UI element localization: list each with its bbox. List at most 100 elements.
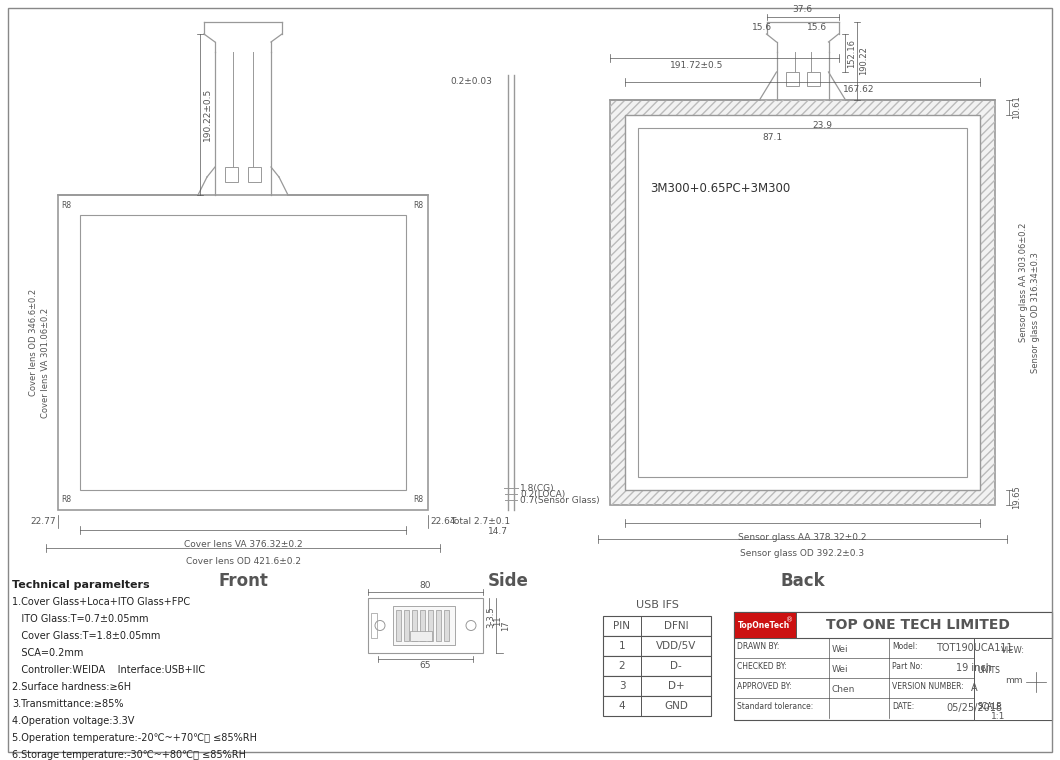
- Text: TOT190UCA111: TOT190UCA111: [936, 643, 1012, 653]
- Text: Cover lens OD 346.6±0.2: Cover lens OD 346.6±0.2: [30, 289, 38, 396]
- Bar: [80, 215, 406, 490]
- Text: ®: ®: [787, 617, 793, 623]
- Text: Sensor glass AA 378.32±0.2: Sensor glass AA 378.32±0.2: [738, 533, 867, 542]
- Bar: [610, 100, 995, 505]
- Bar: [444, 610, 449, 641]
- Text: DRAWN BY:: DRAWN BY:: [737, 642, 779, 651]
- Text: A: A: [971, 683, 977, 693]
- Text: VERSION NUMBER:: VERSION NUMBER:: [893, 682, 964, 691]
- Text: 0.7(Sensor Glass): 0.7(Sensor Glass): [520, 496, 600, 505]
- Text: 191.72±0.5: 191.72±0.5: [670, 62, 723, 71]
- Text: 80: 80: [420, 581, 431, 590]
- Bar: [642, 459, 656, 471]
- Text: Standard tolerance:: Standard tolerance:: [737, 702, 813, 711]
- Bar: [734, 612, 796, 638]
- Text: 190.22: 190.22: [860, 46, 868, 75]
- Bar: [603, 696, 711, 716]
- Bar: [603, 676, 711, 696]
- Text: 05/25/2018: 05/25/2018: [946, 703, 1002, 713]
- Text: Controller:WEIDA    Interface:USB+IIC: Controller:WEIDA Interface:USB+IIC: [12, 665, 206, 675]
- Text: R8: R8: [413, 201, 423, 210]
- Text: R8: R8: [61, 201, 71, 210]
- Text: APPROVED BY:: APPROVED BY:: [737, 682, 792, 691]
- Text: 4: 4: [619, 701, 625, 711]
- Text: 152.16: 152.16: [848, 39, 856, 68]
- Text: Cover lens OD 421.6±0.2: Cover lens OD 421.6±0.2: [186, 557, 300, 566]
- Bar: [396, 610, 401, 641]
- Bar: [428, 610, 432, 641]
- Text: 15.6: 15.6: [753, 24, 773, 33]
- Text: 5.Operation temperature:-20℃~+70℃， ≤85%RH: 5.Operation temperature:-20℃~+70℃， ≤85%R…: [12, 733, 257, 743]
- Text: R8: R8: [61, 496, 71, 505]
- Text: SCALE: SCALE: [977, 702, 1002, 711]
- Text: 1: 1: [619, 641, 625, 651]
- Text: 1.8(CG): 1.8(CG): [520, 483, 554, 492]
- Bar: [974, 638, 1052, 720]
- Text: Cover Glass:T=1.8±0.05mm: Cover Glass:T=1.8±0.05mm: [12, 631, 160, 641]
- Bar: [603, 656, 711, 676]
- Text: Sensor glass OD 316.34±0.3: Sensor glass OD 316.34±0.3: [1030, 252, 1040, 373]
- Text: Cover lens VA 301.06±0.2: Cover lens VA 301.06±0.2: [40, 308, 50, 417]
- Text: Wei: Wei: [832, 665, 849, 674]
- Bar: [404, 610, 409, 641]
- Text: Chen: Chen: [832, 685, 855, 694]
- Text: 22.64: 22.64: [430, 518, 456, 527]
- Text: Technical paramelters: Technical paramelters: [12, 580, 149, 590]
- Text: 10.61: 10.61: [1012, 96, 1021, 119]
- Bar: [638, 128, 967, 477]
- Bar: [785, 72, 798, 86]
- Bar: [410, 631, 432, 641]
- Text: VIEW:: VIEW:: [1001, 646, 1025, 655]
- Text: 17: 17: [501, 620, 510, 631]
- Bar: [603, 636, 711, 656]
- Bar: [58, 195, 428, 510]
- Bar: [412, 610, 417, 641]
- Text: Cover lens VA 376.32±0.2: Cover lens VA 376.32±0.2: [183, 540, 302, 549]
- Text: 0.2(LOCA): 0.2(LOCA): [520, 489, 565, 499]
- Text: Back: Back: [780, 572, 825, 590]
- Text: 2: 2: [619, 661, 625, 671]
- Text: VDD/5V: VDD/5V: [656, 641, 696, 651]
- Bar: [436, 610, 441, 641]
- Text: 19 inch: 19 inch: [956, 663, 992, 673]
- Bar: [393, 606, 455, 645]
- Text: D-: D-: [670, 661, 682, 671]
- Text: 15.6: 15.6: [807, 24, 827, 33]
- Text: 19.65: 19.65: [1012, 486, 1021, 509]
- Text: 167.62: 167.62: [843, 86, 874, 94]
- Bar: [734, 612, 1052, 720]
- Text: SCA=0.2mm: SCA=0.2mm: [12, 648, 84, 658]
- Text: 3M300+0.65PC+3M300: 3M300+0.65PC+3M300: [650, 182, 791, 195]
- Text: 14.7: 14.7: [488, 527, 508, 537]
- Bar: [248, 167, 261, 182]
- Text: 190.22±0.5: 190.22±0.5: [204, 88, 212, 141]
- Text: USB IFS: USB IFS: [636, 600, 678, 610]
- Bar: [807, 72, 819, 86]
- Text: ITO Glass:T=0.7±0.05mm: ITO Glass:T=0.7±0.05mm: [12, 614, 148, 624]
- Text: Side: Side: [488, 572, 529, 590]
- Text: mm: mm: [1005, 676, 1023, 685]
- Bar: [734, 612, 1052, 638]
- Text: DATE:: DATE:: [893, 702, 914, 711]
- Text: 6.Storage temperature:-30℃~+80℃， ≤85%RH: 6.Storage temperature:-30℃~+80℃， ≤85%RH: [12, 750, 246, 760]
- Text: Sensor glass OD 392.2±0.3: Sensor glass OD 392.2±0.3: [741, 549, 865, 558]
- Text: PIN: PIN: [614, 621, 631, 631]
- Text: DFNI: DFNI: [664, 621, 688, 631]
- Text: 1.Cover Glass+Loca+ITO Glass+FPC: 1.Cover Glass+Loca+ITO Glass+FPC: [12, 597, 190, 607]
- Text: 3: 3: [619, 681, 625, 691]
- Text: GND: GND: [664, 701, 688, 711]
- Text: TOP ONE TECH LIMITED: TOP ONE TECH LIMITED: [826, 618, 1010, 632]
- Text: 37.6: 37.6: [793, 5, 813, 14]
- Text: 1:1: 1:1: [991, 712, 1005, 721]
- Text: 2.Surface hardness:≥6H: 2.Surface hardness:≥6H: [12, 682, 131, 692]
- Text: Sensor glass AA 303.06±0.2: Sensor glass AA 303.06±0.2: [1019, 223, 1027, 342]
- Text: 0.2±0.03: 0.2±0.03: [450, 77, 492, 86]
- Text: 23.9: 23.9: [813, 122, 832, 131]
- Bar: [368, 598, 483, 653]
- Text: Total 2.7±0.1: Total 2.7±0.1: [450, 518, 510, 527]
- Text: 65: 65: [420, 661, 431, 670]
- Bar: [420, 610, 425, 641]
- Text: UNITS: UNITS: [977, 666, 1000, 675]
- Bar: [371, 613, 377, 638]
- Text: 4.Operation voltage:3.3V: 4.Operation voltage:3.3V: [12, 716, 135, 726]
